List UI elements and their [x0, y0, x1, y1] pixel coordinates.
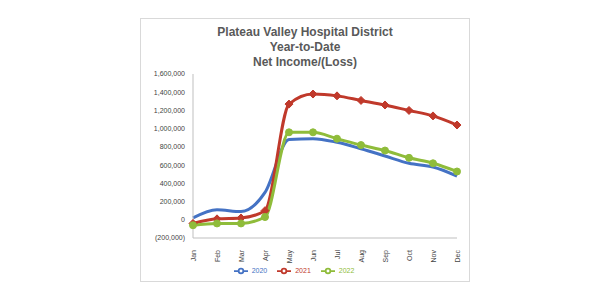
svg-text:(200,000): (200,000) [155, 234, 185, 242]
svg-text:1,200,000: 1,200,000 [154, 107, 185, 114]
svg-text:200,000: 200,000 [160, 198, 185, 205]
svg-text:Apr: Apr [262, 249, 270, 261]
svg-text:Dec: Dec [454, 250, 461, 263]
html-text:2020: 2020 [251, 266, 268, 274]
svg-text:Sep: Sep [382, 250, 390, 263]
svg-text:Jul: Jul [334, 250, 341, 259]
svg-text:Jan: Jan [190, 250, 197, 261]
svg-text:1,000,000: 1,000,000 [154, 125, 185, 132]
html-text:Year-to-Date: Year-to-Date [269, 40, 341, 54]
html-text:2021: 2021 [295, 266, 311, 274]
html-text:Net Income/(Loss): Net Income/(Loss) [253, 55, 357, 69]
html-text:Plateau Valley Hospital Distri: Plateau Valley Hospital District [217, 25, 393, 39]
svg-text:Jun: Jun [310, 250, 317, 261]
svg-text:0: 0 [181, 216, 185, 223]
svg-text:800,000: 800,000 [160, 143, 185, 150]
svg-text:Oct: Oct [406, 250, 413, 261]
svg-text:1,400,000: 1,400,000 [154, 89, 185, 96]
svg-text:600,000: 600,000 [160, 162, 185, 169]
svg-text:400,000: 400,000 [160, 180, 185, 187]
svg-text:Aug: Aug [358, 250, 366, 263]
svg-text:May: May [286, 250, 294, 264]
svg-text:Mar: Mar [238, 249, 245, 262]
svg-text:Feb: Feb [214, 250, 221, 262]
svg-text:1,600,000: 1,600,000 [154, 70, 185, 77]
svg-text:Nov: Nov [430, 250, 437, 263]
html-text:2022: 2022 [338, 266, 355, 274]
